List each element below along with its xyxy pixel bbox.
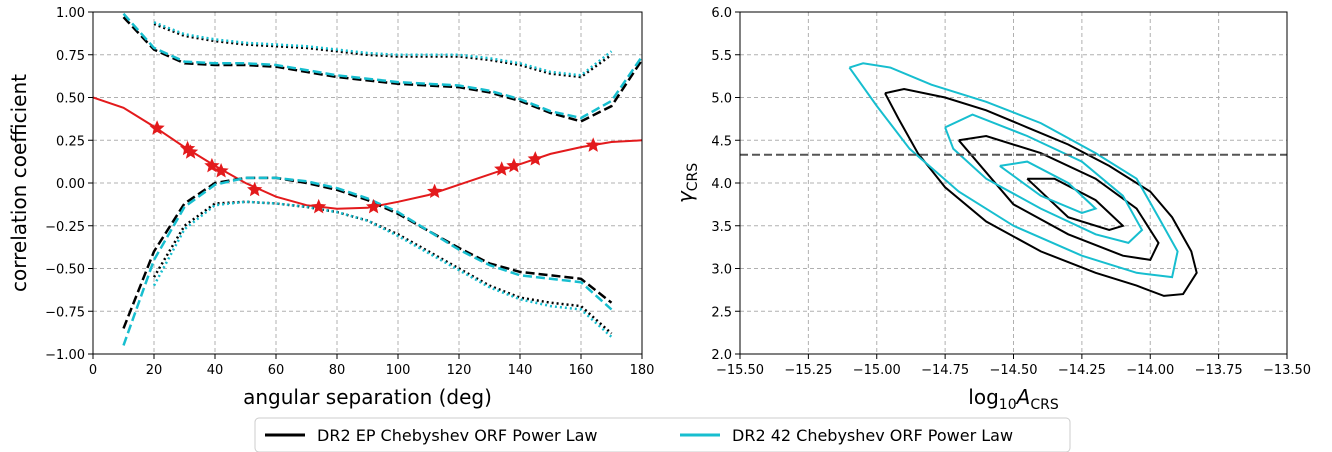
label-part: log — [968, 385, 999, 409]
star-point — [366, 198, 382, 214]
star-point — [494, 161, 510, 176]
x-tick-label: −14.25 — [1058, 363, 1106, 378]
x-tick-label: 100 — [386, 363, 411, 378]
plot-frame — [739, 11, 1288, 355]
y-tick-label: −0.25 — [45, 220, 85, 235]
x-tick-label: −14.00 — [1126, 363, 1174, 378]
y-tick-label: 0.75 — [56, 49, 85, 64]
label-sub: CRS — [1030, 397, 1059, 413]
x-tick-label: 40 — [207, 363, 224, 378]
x-tick-label: −13.50 — [1263, 363, 1311, 378]
legend-box — [254, 417, 1071, 452]
x-tick-label: 160 — [569, 363, 594, 378]
label-sub: 10 — [999, 397, 1017, 413]
y-tick-label: 3.5 — [711, 220, 732, 235]
series-line — [122, 12, 642, 120]
y-axis-label: correlation coefficient — [7, 74, 31, 292]
y-tick-label: 0.00 — [56, 177, 85, 192]
x-tick-label: −13.75 — [1195, 363, 1243, 378]
series-line — [153, 21, 613, 77]
star-point — [247, 181, 263, 197]
y-tick-label: −0.50 — [45, 263, 85, 278]
x-tick-label: −15.00 — [853, 363, 901, 378]
star-point — [427, 183, 443, 198]
star-point — [149, 120, 165, 135]
x-axis-label: angular separation (deg) — [243, 385, 492, 409]
star-point — [585, 137, 601, 152]
series-line — [122, 16, 642, 123]
x-tick-label: −14.50 — [989, 363, 1037, 378]
y-tick-label: 2.0 — [711, 348, 732, 363]
contour-line — [958, 134, 1160, 262]
legend-label: DR2 42 Chebyshev ORF Power Law — [732, 426, 1013, 445]
contour-line — [848, 62, 1179, 279]
series-line — [122, 176, 613, 329]
contour-line — [944, 113, 1144, 245]
x-tick-label: 20 — [146, 363, 163, 378]
legend-label: DR2 EP Chebyshev ORF Power Law — [317, 426, 597, 445]
plot-contours — [740, 62, 1287, 297]
y-tick-label: 0.50 — [56, 92, 85, 107]
star-point — [213, 163, 229, 178]
x-tick-label: 180 — [630, 363, 655, 378]
y-tick-label: 3.0 — [711, 263, 732, 278]
contour-line — [884, 87, 1198, 297]
contour-line — [999, 160, 1098, 214]
y-tick-label: 2.5 — [711, 305, 732, 320]
y-tick-label: 0.25 — [56, 134, 85, 149]
series-line — [152, 200, 613, 335]
x-tick-label: −15.25 — [784, 363, 832, 378]
y-tick-label: 1.00 — [56, 6, 85, 21]
y-axis-label: γCRS — [673, 163, 701, 203]
contour-line — [1026, 177, 1125, 232]
x-tick-label: 120 — [447, 363, 472, 378]
star-point — [527, 151, 543, 166]
y-tick-label: 5.0 — [711, 92, 732, 107]
series-line — [152, 200, 613, 338]
star-point — [506, 157, 522, 173]
x-tick-label: 80 — [329, 363, 346, 378]
x-axis-label: log10ACRS — [968, 385, 1059, 413]
series-line — [153, 22, 613, 79]
plot-lines — [93, 12, 642, 346]
y-tick-label: 4.5 — [711, 134, 732, 149]
x-tick-label: −14.75 — [921, 363, 969, 378]
label-part: A — [1015, 385, 1031, 409]
x-tick-label: 140 — [508, 363, 533, 378]
label-part: γ — [673, 190, 697, 203]
y-tick-label: 5.5 — [711, 49, 732, 64]
y-tick-label: −1.00 — [45, 348, 85, 363]
x-tick-label: 60 — [268, 363, 285, 378]
series-line — [122, 176, 613, 346]
label-sub: CRS — [685, 163, 701, 192]
y-tick-label: 6.0 — [711, 6, 732, 21]
y-tick-label: −0.75 — [45, 305, 85, 320]
star-point — [183, 144, 199, 159]
plot-frame — [92, 11, 643, 355]
x-tick-label: 0 — [89, 363, 97, 378]
y-tick-label: 4.0 — [711, 177, 732, 192]
x-tick-label: −15.50 — [716, 363, 764, 378]
star-point — [311, 198, 327, 214]
